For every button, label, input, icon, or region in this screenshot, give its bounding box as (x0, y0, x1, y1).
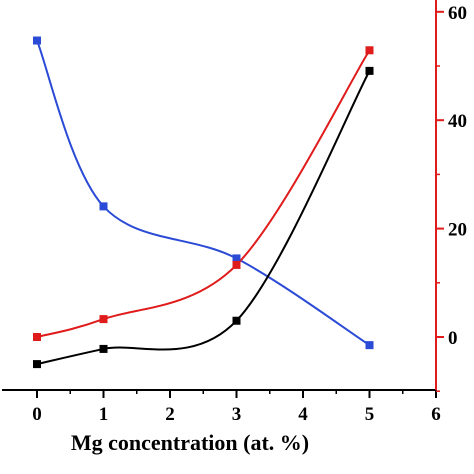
y-right-tick-labels: 0 20 40 60 (448, 3, 467, 349)
x-tick-label: 4 (298, 404, 308, 425)
data-point (232, 254, 241, 263)
y-right-tick-label: 60 (448, 3, 467, 24)
x-tick-label: 0 (32, 404, 42, 425)
series-line-1 (36, 49, 371, 338)
data-point (365, 341, 374, 350)
x-tick-labels: 0 1 2 3 4 5 6 (32, 404, 441, 425)
data-point (33, 36, 41, 45)
data-point (365, 66, 374, 75)
data-point (232, 260, 241, 269)
y-right-tick-label: 0 (448, 328, 458, 349)
series-lines (36, 40, 371, 366)
x-tick-label: 6 (431, 404, 441, 425)
data-point (232, 316, 241, 325)
series-markers (33, 36, 374, 369)
y-right-tick-label: 40 (448, 111, 467, 132)
data-point (365, 46, 374, 55)
x-tick-label: 5 (365, 404, 375, 425)
data-point (99, 315, 108, 324)
series-line-0 (36, 40, 371, 346)
series-line-2 (36, 70, 371, 366)
data-point (99, 344, 108, 353)
x-axis-title: Mg concentration (at. %) (71, 430, 309, 455)
x-tick-label: 2 (165, 404, 175, 425)
data-point (99, 202, 108, 211)
data-point (33, 333, 41, 341)
axes (2, 0, 444, 398)
x-tick-label: 3 (232, 404, 242, 425)
y-right-tick-label: 20 (448, 220, 467, 241)
data-point (33, 360, 41, 369)
x-tick-label: 1 (99, 404, 109, 425)
